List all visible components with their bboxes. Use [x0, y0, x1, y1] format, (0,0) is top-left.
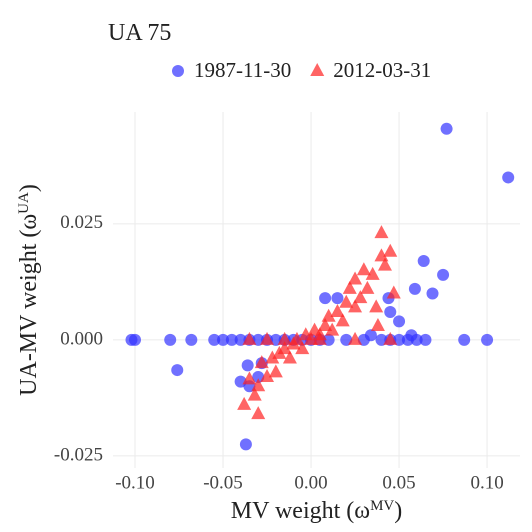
point: [295, 341, 310, 355]
point: [348, 299, 363, 313]
point: [239, 438, 252, 451]
legend-label: 2012-03-31: [333, 58, 431, 82]
point: [353, 290, 368, 304]
point: [277, 341, 292, 355]
point: [502, 171, 515, 184]
y-axis-label-part: ): [16, 184, 42, 192]
point: [289, 331, 304, 345]
y-axis-label-part: UA-MV weight (ω: [16, 214, 42, 396]
point: [171, 364, 184, 377]
point: [242, 331, 257, 345]
chart-title: UA 75: [108, 20, 171, 46]
point: [383, 243, 398, 257]
y-tick-label: -0.025: [54, 444, 103, 465]
point: [437, 268, 450, 281]
point: [260, 331, 275, 345]
point: [339, 294, 354, 308]
point: [237, 396, 252, 410]
point: [393, 315, 406, 328]
point: [426, 287, 439, 300]
y-tick-label: 0.000: [60, 328, 103, 349]
point: [129, 333, 142, 346]
point: [251, 378, 266, 392]
point: [242, 371, 257, 385]
point: [260, 369, 275, 383]
point: [335, 313, 350, 327]
point: [208, 333, 221, 346]
point: [185, 333, 198, 346]
point: [360, 280, 375, 294]
y-axis-label-part: UA: [16, 192, 32, 214]
legend-marker: [172, 65, 184, 77]
point: [348, 331, 363, 345]
point: [348, 271, 363, 285]
point: [312, 331, 327, 345]
x-tick-label: 0.10: [470, 472, 503, 493]
point: [330, 304, 345, 318]
point: [277, 331, 292, 345]
point: [364, 329, 377, 342]
x-axis-label: MV weight (ωMV): [231, 498, 403, 524]
legend-label: 1987-11-30: [194, 58, 291, 82]
point: [304, 331, 319, 345]
x-axis-label-part: ): [394, 498, 402, 524]
y-tick-label: 0.025: [60, 212, 103, 233]
point: [370, 317, 385, 331]
point: [365, 266, 380, 280]
point: [251, 406, 266, 420]
point: [234, 375, 247, 388]
legend-marker: [310, 63, 325, 76]
point: [318, 317, 333, 331]
x-tick-label: -0.05: [203, 472, 243, 493]
point: [374, 225, 389, 239]
point: [164, 333, 177, 346]
point: [405, 329, 418, 342]
point: [325, 322, 340, 336]
point: [268, 364, 283, 378]
point: [383, 331, 398, 345]
x-axis-label-part: MV weight (ω: [231, 498, 370, 524]
point: [386, 285, 401, 299]
point: [440, 122, 453, 135]
x-tick-label: 0.05: [382, 472, 415, 493]
point: [321, 308, 336, 322]
point: [458, 333, 471, 346]
point: [417, 254, 430, 267]
x-axis-label-part: MV: [370, 498, 394, 514]
point: [225, 333, 238, 346]
point: [319, 292, 332, 305]
point: [384, 306, 397, 319]
point: [408, 282, 421, 295]
point: [419, 333, 432, 346]
point: [217, 333, 230, 346]
x-tick-label: -0.10: [115, 472, 155, 493]
point: [331, 292, 344, 305]
y-axis-label: UA-MV weight (ωUA): [16, 184, 42, 396]
point: [265, 350, 280, 364]
point: [356, 262, 371, 276]
point: [377, 257, 392, 271]
point: [369, 299, 384, 313]
point: [282, 350, 297, 364]
point: [254, 355, 269, 369]
point: [481, 333, 494, 346]
point: [241, 359, 254, 372]
point: [247, 387, 262, 401]
point: [342, 280, 357, 294]
x-tick-label: 0.00: [294, 472, 327, 493]
